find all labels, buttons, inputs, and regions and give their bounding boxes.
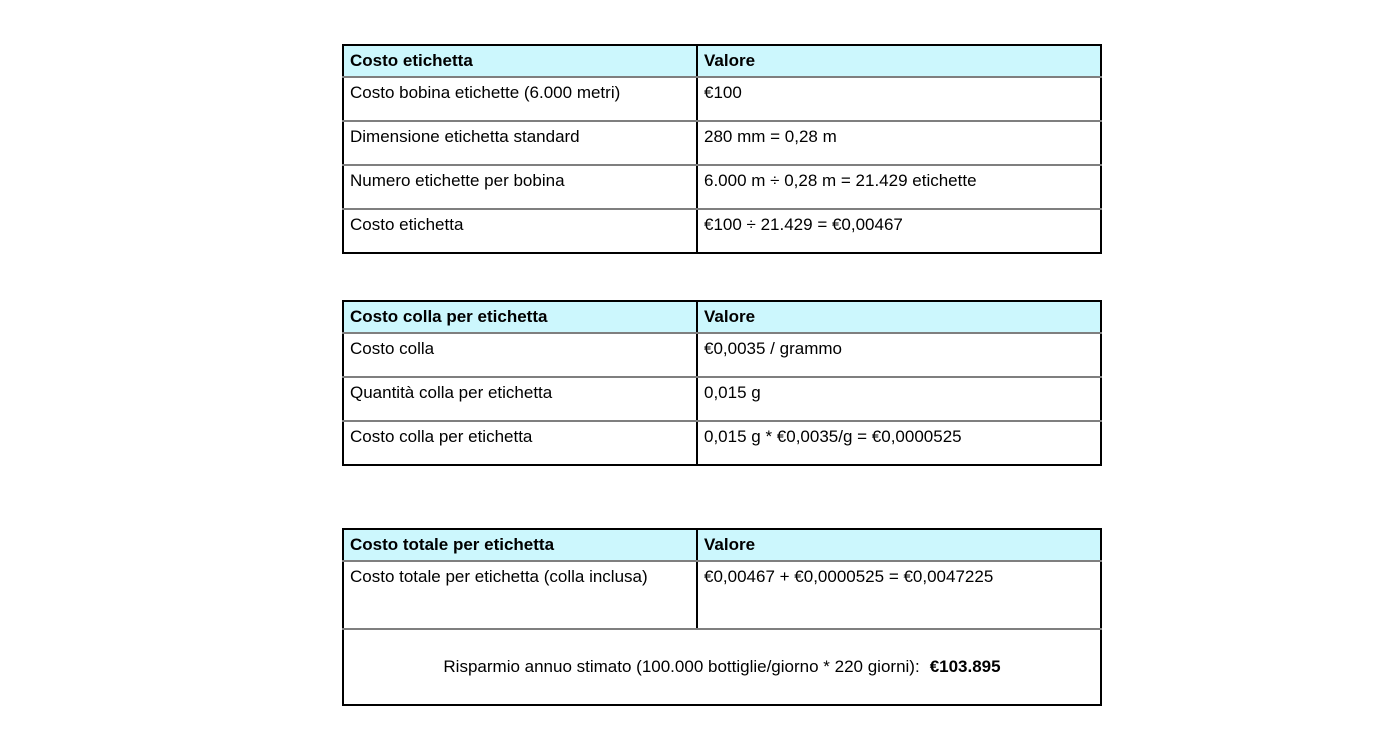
table-row: Quantità colla per etichetta 0,015 g	[343, 377, 1101, 422]
table-row: Costo totale per etichetta (colla inclus…	[343, 561, 1101, 630]
label-cell: Quantità colla per etichetta	[343, 377, 697, 422]
table-costo-colla: Costo colla per etichetta Valore Costo c…	[342, 300, 1102, 466]
label-cell: Costo bobina etichette (6.000 metri)	[343, 77, 697, 122]
label-cell: Costo totale per etichetta (colla inclus…	[343, 561, 697, 630]
annual-savings-value: €103.895	[929, 657, 1001, 676]
label-cell: Costo colla	[343, 333, 697, 378]
header-cell-costo-etichetta: Costo etichetta	[343, 45, 697, 78]
value-cell: 0,015 g	[696, 377, 1101, 422]
label-cell: Numero etichette per bobina	[343, 165, 697, 210]
label-cell: Costo colla per etichetta	[350, 427, 533, 446]
table-costo-etichetta: Costo etichetta Valore Costo bobina etic…	[342, 44, 1102, 254]
value-cell: €100	[696, 77, 1101, 122]
table-costo-totale: Costo totale per etichetta Valore Costo …	[342, 528, 1102, 706]
label-cell: Costo etichetta	[350, 215, 464, 234]
header-cell-valore: Valore	[696, 529, 1101, 562]
label-cell: Dimensione etichetta standard	[343, 121, 697, 166]
header-cell-valore: Valore	[696, 301, 1101, 334]
annual-savings-label: Risparmio annuo stimato (100.000 bottigl…	[443, 657, 920, 676]
table-row: Dimensione etichetta standard 280 mm = 0…	[343, 121, 1101, 166]
table-header-row: Costo totale per etichetta Valore	[343, 529, 1101, 562]
table-row: Costo colla €0,0035 / grammo	[343, 333, 1101, 378]
annual-savings-cell: Risparmio annuo stimato (100.000 bottigl…	[343, 629, 1101, 705]
value-cell: €0,0035 / grammo	[696, 333, 1101, 378]
table-header-row: Costo etichetta Valore	[343, 45, 1101, 78]
header-cell-valore: Valore	[696, 45, 1101, 78]
value-cell: €100 ÷ 21.429 = €0,00467	[696, 209, 1101, 253]
table-row: Costo etichetta €100 ÷ 21.429 = €0,00467	[343, 209, 1101, 253]
header-cell-costo-totale: Costo totale per etichetta	[343, 529, 697, 562]
table-header-row: Costo colla per etichetta Valore	[343, 301, 1101, 334]
value-cell: €0,00467 + €0,0000525 = €0,0047225	[696, 561, 1101, 630]
table-row: Numero etichette per bobina 6.000 m ÷ 0,…	[343, 165, 1101, 210]
value-cell: 0,015 g * €0,0035/g = €0,0000525	[696, 421, 1101, 465]
summary-row: Risparmio annuo stimato (100.000 bottigl…	[343, 629, 1101, 705]
header-cell-costo-colla: Costo colla per etichetta	[343, 301, 697, 334]
value-cell: 6.000 m ÷ 0,28 m = 21.429 etichette	[696, 165, 1101, 210]
table-row: Costo bobina etichette (6.000 metri) €10…	[343, 77, 1101, 122]
value-cell: 280 mm = 0,28 m	[696, 121, 1101, 166]
table-row: Costo colla per etichetta 0,015 g * €0,0…	[343, 421, 1101, 465]
